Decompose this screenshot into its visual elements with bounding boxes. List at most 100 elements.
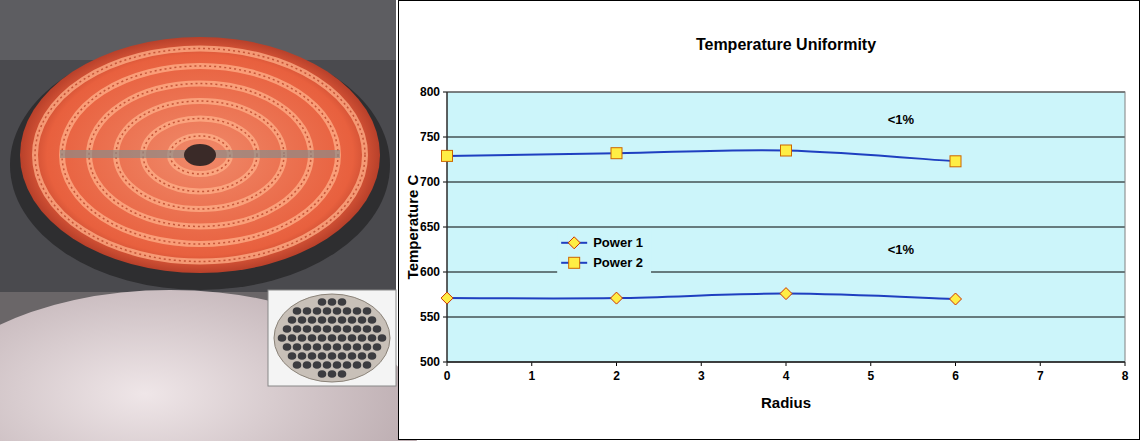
x-tick [616, 362, 617, 366]
x-tick-label: 0 [444, 369, 451, 383]
inset-pocket [338, 370, 347, 378]
photo-background [0, 0, 396, 292]
plot-border [447, 92, 1125, 362]
inset-pocket [363, 307, 372, 315]
x-tick-label: 2 [613, 369, 620, 383]
inset-pocket [343, 361, 352, 369]
inset-pocket [313, 325, 322, 333]
inset-pocket [298, 334, 307, 342]
inset-pocket [368, 352, 377, 360]
x-tick [447, 362, 448, 366]
grid-line [447, 317, 1125, 318]
annotation: <1% [888, 242, 915, 257]
inset-pocket [328, 334, 337, 342]
inset-pocket [303, 361, 312, 369]
y-tick [443, 362, 447, 363]
inset-pocket [338, 316, 347, 324]
inset-pocket [348, 316, 357, 324]
heater-center [184, 144, 216, 166]
series-group [441, 145, 962, 305]
inset-pocket [338, 334, 347, 342]
annotation: <1% [888, 112, 915, 127]
x-tick-label: 5 [867, 369, 874, 383]
grid-line [447, 137, 1125, 138]
inset-pocket [278, 334, 287, 342]
inset-pocket [368, 316, 377, 324]
x-tick-label: 8 [1122, 369, 1129, 383]
legend: Power 1Power 2 [557, 229, 651, 275]
inset-pocket [298, 352, 307, 360]
y-axis-line [447, 92, 448, 362]
inset-pocket [328, 298, 337, 306]
inset-pocket [353, 307, 362, 315]
x-axis-title: Radius [761, 394, 811, 411]
y-tick-label: 500 [420, 355, 440, 369]
legend-marker [568, 237, 580, 249]
x-tick [1125, 362, 1126, 366]
inset-pocket [318, 298, 327, 306]
inset-pocket [303, 343, 312, 351]
inset-pocket [288, 316, 297, 324]
y-tick-label: 600 [420, 265, 440, 279]
inset-pocket [318, 352, 327, 360]
inset-pocket [363, 325, 372, 333]
plot-area [447, 92, 1125, 362]
x-tick [955, 362, 956, 366]
photo-wafer [0, 290, 420, 441]
series-marker [611, 148, 622, 159]
inset-pocket [323, 307, 332, 315]
inset-pocket [333, 361, 342, 369]
y-tick-label: 550 [420, 310, 440, 324]
y-tick [443, 182, 447, 183]
x-tick [701, 362, 702, 366]
y-tick-label: 750 [420, 130, 440, 144]
y-axis-title: Temperature C [404, 174, 421, 279]
inset-pocket [343, 307, 352, 315]
inset-pocket [318, 334, 327, 342]
x-axis-line [447, 362, 1125, 363]
inset-pocket [293, 343, 302, 351]
x-tick [786, 362, 787, 366]
y-tick [443, 272, 447, 273]
series-marker [950, 293, 962, 305]
grid-line [447, 272, 1125, 273]
wafer-disc [0, 290, 420, 441]
y-tick-label: 650 [420, 220, 440, 234]
series-line [447, 150, 956, 161]
series-marker [442, 150, 453, 161]
inset-pocket [363, 343, 372, 351]
inset-pocket [303, 325, 312, 333]
heater-coil-edge [35, 49, 365, 262]
chart-title: Temperature Uniformity [696, 36, 876, 53]
inset-pocket [293, 361, 302, 369]
inset-pocket [333, 307, 342, 315]
inset-pocket [343, 325, 352, 333]
inset-pocket [288, 334, 297, 342]
legend-marker [569, 257, 580, 268]
inset-pocket [378, 334, 387, 342]
inset-pocket [308, 334, 317, 342]
inset-pocket [298, 316, 307, 324]
series-marker [781, 145, 792, 156]
inset-pocket [338, 298, 347, 306]
inset-pocket [353, 325, 362, 333]
inset-pocket [313, 307, 322, 315]
inset-pocket [358, 334, 367, 342]
y-tick-label: 800 [420, 85, 440, 99]
inset-pocket [343, 343, 352, 351]
x-tick-label: 1 [528, 369, 535, 383]
page: 500550600650700750800012345678Temperatur… [0, 0, 1142, 441]
y-tick [443, 137, 447, 138]
x-tick [1040, 362, 1041, 366]
inset-frame [268, 290, 396, 386]
chart-frame [399, 1, 1140, 440]
series-marker [950, 156, 961, 167]
inset-pocket [328, 352, 337, 360]
series-line [447, 294, 956, 299]
inset-pocket [323, 343, 332, 351]
inset-pocket [328, 370, 337, 378]
grid-line [447, 227, 1125, 228]
y-tick [443, 92, 447, 93]
series-marker [441, 292, 453, 304]
x-tick-label: 7 [1037, 369, 1044, 383]
